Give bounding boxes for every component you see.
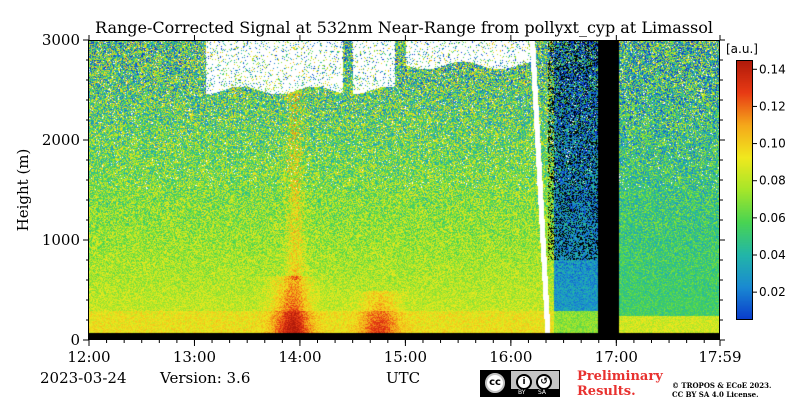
copyright-line-1: © TROPOS & ECoE 2023. [672,381,772,390]
colorbar-tick-label: 0.08 [759,174,786,188]
y-tick-label: 2000 [42,131,80,149]
copyright-notice: © TROPOS & ECoE 2023. CC BY SA 4.0 Licen… [672,381,771,399]
x-axis: 12:00 13:00 14:00 15:00 16:00 17:00 17:59 [67,35,742,366]
x-tick-label: 17:59 [698,348,741,366]
cc-sa-label: SA [538,389,547,396]
plot-frame [88,40,720,340]
colorbar-tick-label: 0.14 [759,62,786,76]
x-tick-label: 14:00 [278,348,321,366]
copyright-line-2: CC BY SA 4.0 License. [672,390,759,399]
heatmap-image [89,40,720,340]
colorbar-tick-label: 0.10 [759,137,786,151]
cc-badge-strip: BY SA [511,389,559,396]
colorbar-frame [736,60,753,320]
preliminary-line-1: Preliminary [577,369,663,384]
footer-date: 2023-03-24 [40,369,127,387]
preliminary-line-2: Results. [577,384,636,399]
cc-license-badge: cc i ↺ BY SA [480,370,560,397]
x-tick-label: 15:00 [384,348,427,366]
x-tick-label: 12:00 [67,348,110,366]
footer-version: Version: 3.6 [160,369,251,387]
cc-icon: cc [485,373,505,393]
y-axis-label: Height (m) [14,149,32,232]
colorbar-tick-label: 0.02 [759,285,786,299]
x-tick-label: 17:00 [595,348,638,366]
y-tick-label: 0 [70,331,80,349]
share-alike-icon: ↺ [536,374,552,390]
y-tick-label: 3000 [42,31,80,49]
chart-title: Range-Corrected Signal at 532nm Near-Ran… [95,18,713,37]
y-tick-label: 1000 [42,231,80,249]
x-tick-label: 16:00 [489,348,532,366]
colorbar-image [737,60,753,320]
cc-by-label: BY [518,389,526,396]
x-axis-label: UTC [386,369,421,387]
colorbar-tick-label: 0.12 [759,99,786,113]
colorbar-axis: 0.02 0.04 0.06 0.08 0.10 0.12 0.14 [753,62,786,299]
y-axis: 0 1000 2000 3000 [42,31,725,349]
x-tick-label: 13:00 [173,348,216,366]
colorbar-tick-label: 0.04 [759,248,786,262]
colorbar-tick-label: 0.06 [759,211,786,225]
preliminary-notice: Preliminary Results. [577,369,663,399]
attribution-icon: i [516,374,532,390]
colorbar-unit: [a.u.] [726,42,758,56]
